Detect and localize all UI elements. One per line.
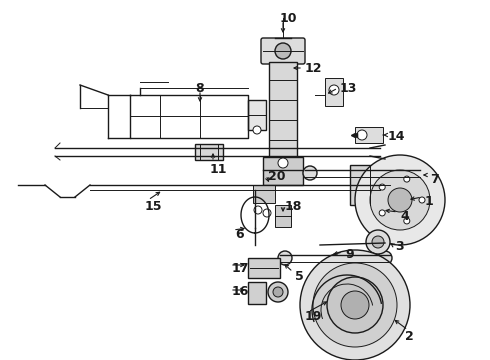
- Circle shape: [300, 250, 410, 360]
- Text: 16: 16: [232, 285, 249, 298]
- FancyBboxPatch shape: [248, 258, 280, 278]
- FancyBboxPatch shape: [325, 78, 343, 106]
- Text: 15: 15: [145, 200, 163, 213]
- Circle shape: [263, 209, 271, 217]
- Text: 5: 5: [295, 270, 304, 283]
- Text: 6: 6: [235, 228, 244, 241]
- Text: 12: 12: [305, 62, 322, 75]
- FancyBboxPatch shape: [269, 62, 297, 157]
- FancyBboxPatch shape: [275, 205, 291, 227]
- Circle shape: [278, 158, 288, 168]
- FancyBboxPatch shape: [195, 144, 223, 160]
- Circle shape: [404, 218, 410, 224]
- Circle shape: [357, 130, 367, 140]
- Circle shape: [341, 291, 369, 319]
- Text: 20: 20: [268, 170, 286, 183]
- Circle shape: [372, 236, 384, 248]
- Circle shape: [254, 206, 262, 214]
- FancyBboxPatch shape: [248, 100, 266, 130]
- Circle shape: [388, 188, 412, 212]
- Circle shape: [253, 126, 261, 134]
- Circle shape: [379, 210, 385, 216]
- Circle shape: [419, 197, 425, 203]
- FancyBboxPatch shape: [253, 185, 275, 203]
- Text: 14: 14: [388, 130, 406, 143]
- Circle shape: [278, 251, 292, 265]
- Text: 17: 17: [232, 262, 249, 275]
- Circle shape: [366, 230, 390, 254]
- Text: 9: 9: [345, 248, 354, 261]
- Text: 7: 7: [430, 173, 439, 186]
- Circle shape: [355, 155, 445, 245]
- Circle shape: [404, 176, 410, 182]
- Text: 11: 11: [210, 163, 227, 176]
- Text: 19: 19: [305, 310, 322, 323]
- Text: 13: 13: [340, 82, 357, 95]
- Text: 10: 10: [280, 12, 297, 25]
- Circle shape: [268, 282, 288, 302]
- FancyBboxPatch shape: [248, 282, 266, 304]
- FancyBboxPatch shape: [350, 165, 390, 205]
- Circle shape: [303, 166, 317, 180]
- FancyBboxPatch shape: [261, 38, 305, 64]
- Circle shape: [408, 166, 422, 180]
- FancyBboxPatch shape: [355, 127, 383, 143]
- Circle shape: [370, 170, 430, 230]
- Text: 2: 2: [405, 330, 414, 343]
- Circle shape: [329, 85, 339, 95]
- Text: 4: 4: [400, 210, 409, 223]
- Circle shape: [379, 184, 385, 190]
- Text: 8: 8: [195, 82, 204, 95]
- Circle shape: [313, 263, 397, 347]
- Circle shape: [327, 277, 383, 333]
- Text: 3: 3: [395, 240, 404, 253]
- Text: 1: 1: [425, 195, 434, 208]
- Circle shape: [378, 251, 392, 265]
- Text: 18: 18: [285, 200, 302, 213]
- Circle shape: [273, 287, 283, 297]
- Circle shape: [275, 43, 291, 59]
- FancyBboxPatch shape: [263, 157, 303, 185]
